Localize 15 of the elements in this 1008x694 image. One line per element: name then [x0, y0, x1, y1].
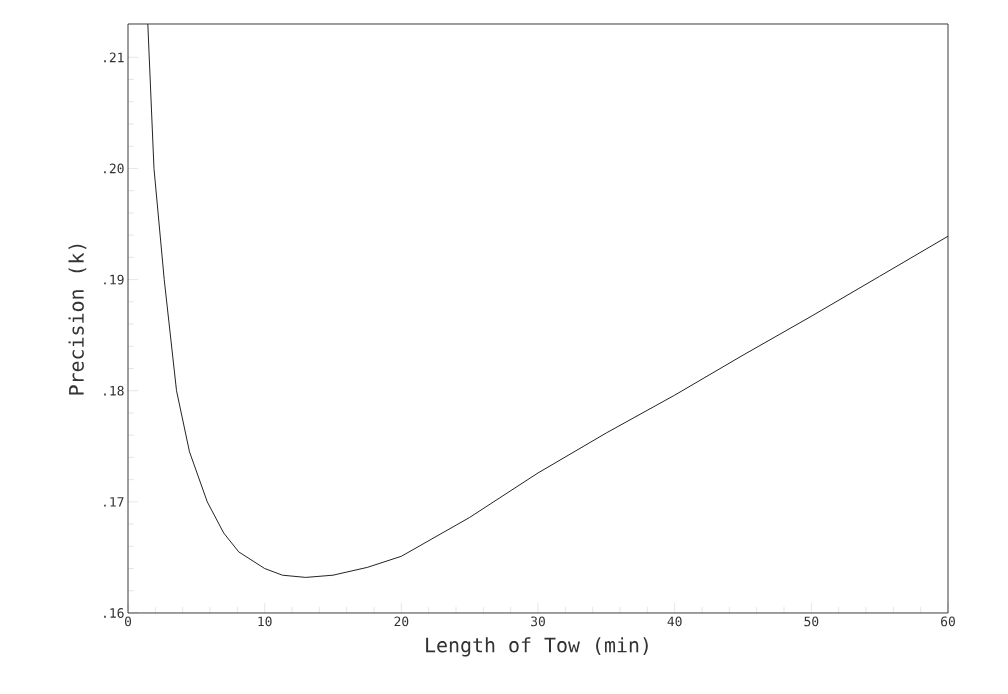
- x-tick-label: 10: [258, 616, 272, 627]
- y-axis-title: Precision (k): [68, 244, 87, 395]
- x-tick-label: 20: [394, 616, 409, 627]
- x-tick-label: 60: [941, 616, 955, 627]
- x-axis-title: Length of Tow (min): [426, 637, 648, 657]
- y-tick-label: .21: [104, 52, 124, 63]
- y-tick-label: .20: [104, 163, 124, 174]
- x-tick-label: 30: [531, 616, 545, 627]
- x-tick-label: 50: [804, 616, 819, 627]
- y-tick-label: .19: [104, 274, 124, 285]
- x-tick-label: 40: [667, 616, 682, 627]
- y-tick-label: .17: [104, 497, 124, 507]
- x-tick-label: 0: [124, 616, 132, 627]
- y-tick-label: .16: [104, 608, 124, 618]
- y-tick-label: .18: [104, 385, 124, 396]
